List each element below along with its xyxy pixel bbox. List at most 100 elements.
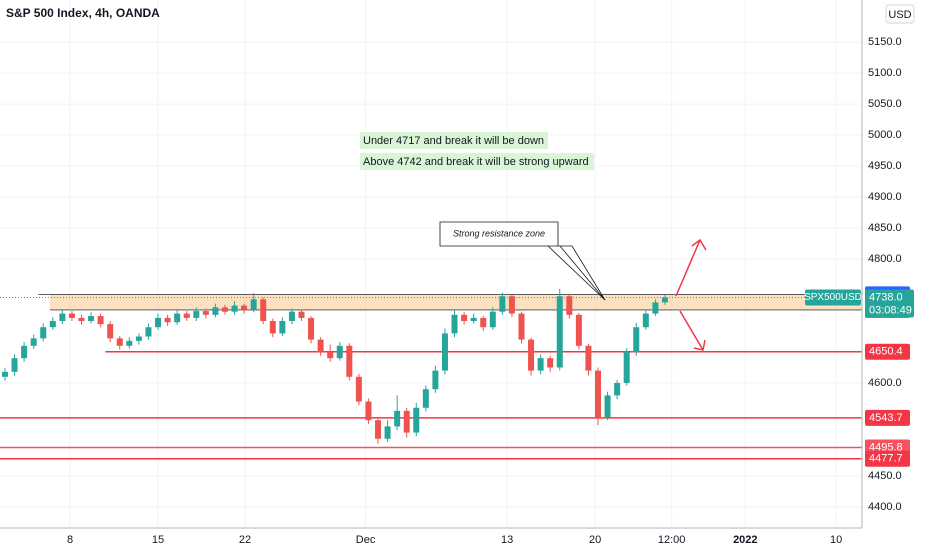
candle-body [231, 305, 238, 312]
y-tick-label: 4800.0 [868, 253, 902, 265]
arrow-up [675, 238, 707, 297]
candle-body [59, 313, 66, 322]
last-price-label: 4738.0 [869, 291, 903, 303]
x-tick-label: 10 [830, 534, 842, 546]
x-tick-label: 8 [67, 534, 73, 546]
candle-body [183, 313, 190, 318]
candle-body [432, 370, 439, 390]
candle-body [11, 358, 18, 372]
candle-body [107, 324, 114, 339]
candle-body [384, 426, 391, 439]
candle-body [422, 389, 429, 408]
arrow-down [679, 310, 706, 351]
candle-body [537, 358, 544, 371]
price-tag [865, 409, 910, 426]
candle-layer [1, 288, 668, 444]
candle-body [40, 327, 47, 339]
y-tick-label: 4450.0 [868, 470, 902, 482]
candle-body [470, 317, 477, 322]
level-layer [0, 294, 862, 460]
candle-body [193, 311, 200, 318]
candle-body [155, 317, 162, 328]
candle-body [269, 321, 276, 334]
candle-body [212, 307, 219, 315]
callout-pointer [547, 245, 606, 301]
x-tick-label: 22 [239, 534, 251, 546]
candle-body [623, 352, 630, 383]
callout-text: Strong resistance zone [453, 228, 545, 238]
annotation-box [360, 132, 548, 149]
candle-body [308, 317, 315, 340]
candle-body [126, 340, 133, 346]
price-tag-label: 4650.4 [869, 346, 903, 358]
callout-box [439, 221, 606, 301]
x-tick-label: 20 [589, 534, 601, 546]
candle-body [595, 370, 602, 418]
annotation: Under 4717 and break it will be down [363, 135, 544, 147]
candle-body [508, 296, 515, 314]
candle-body [394, 410, 401, 427]
candle-body [21, 345, 28, 359]
candle-body [556, 296, 563, 368]
candle-body [164, 317, 171, 323]
candle-body [317, 339, 324, 352]
currency-label[interactable]: USD [888, 9, 911, 21]
y-tick-label: 5100.0 [868, 67, 902, 79]
candle-body [1, 371, 8, 377]
candle-body [355, 376, 362, 402]
annotation: Above 4742 and break it will be strong u… [363, 156, 589, 168]
price-tag-label: 4477.7 [869, 453, 903, 465]
candle-body [413, 407, 420, 433]
y-tick-label: 4400.0 [868, 501, 902, 513]
candle-body [88, 316, 95, 322]
countdown-label: 03:08:49 [869, 304, 912, 316]
y-tick-label: 5050.0 [868, 98, 902, 110]
y-tick-label: 5150.0 [868, 36, 902, 48]
candle-body [661, 297, 668, 303]
candle-body [145, 327, 152, 337]
chart-title: S&P 500 Index, 4h, OANDA [6, 6, 160, 20]
candle-body [518, 313, 525, 340]
candle-body [489, 311, 496, 328]
candle-body [614, 382, 621, 396]
candle-body [78, 317, 85, 322]
candle-body [652, 302, 659, 314]
x-tick-label: 12:00 [658, 534, 686, 546]
x-tick-label: 13 [501, 534, 513, 546]
candle-body [250, 299, 257, 310]
candle-body [202, 311, 209, 315]
grid [0, 0, 862, 528]
y-tick-label: 4950.0 [868, 160, 902, 172]
zone-layer [49, 294, 862, 310]
x-tick-label: Dec [356, 534, 376, 546]
candle-body [633, 327, 640, 352]
y-tick-label: 5000.0 [868, 129, 902, 141]
candle-body [336, 345, 343, 359]
candle-body [279, 321, 286, 334]
candle-body [327, 352, 334, 359]
candle-body [566, 296, 573, 315]
candle-body [499, 296, 506, 312]
candle-body [528, 339, 535, 371]
candle-body [174, 313, 181, 323]
candle-body [365, 401, 372, 421]
candle-body [461, 314, 468, 322]
candle-body [49, 321, 56, 328]
symbol-tag-label: SPX500USD [804, 292, 862, 303]
currency-button[interactable] [885, 4, 915, 24]
candle-body [547, 358, 554, 368]
y-tick-label: 4600.0 [868, 377, 902, 389]
price-tag [865, 450, 910, 467]
y-tick-label: 4850.0 [868, 222, 902, 234]
candle-body [260, 299, 267, 322]
candle-body [97, 316, 104, 325]
candle-body [604, 395, 611, 418]
candle-body [441, 333, 448, 371]
x-tick-label: 15 [152, 534, 164, 546]
price-tag [865, 343, 910, 360]
candle-body [30, 338, 37, 346]
last-price-tag [865, 289, 914, 318]
y-tick-label: 4900.0 [868, 191, 902, 203]
